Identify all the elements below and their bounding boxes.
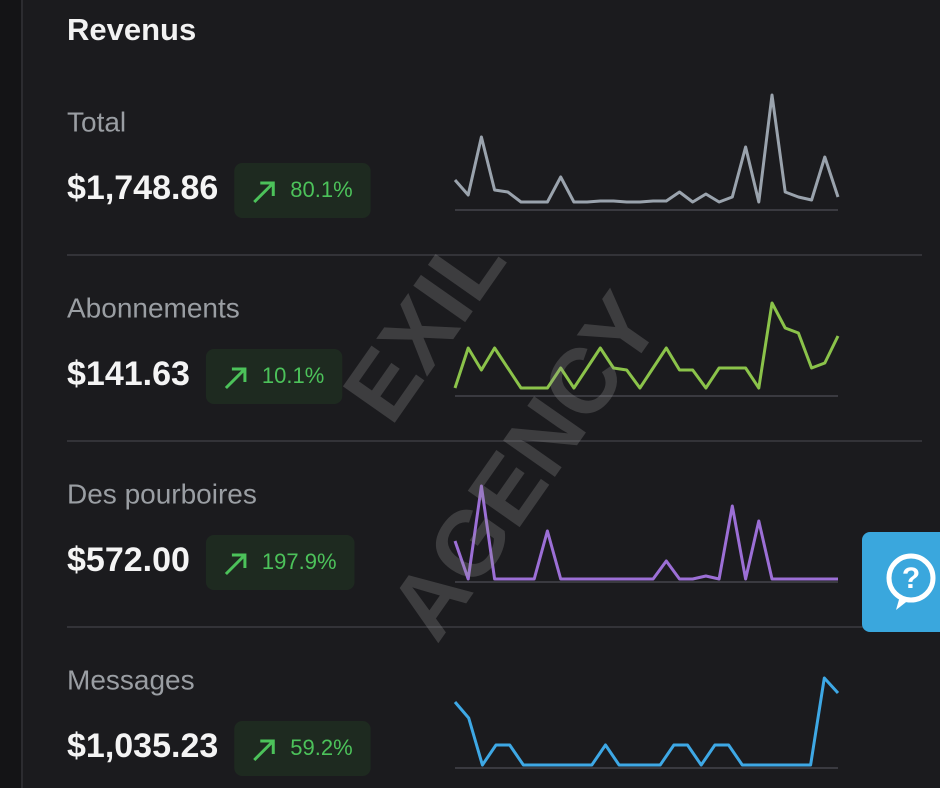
change-value: 59.2% — [290, 735, 352, 760]
trend-arrow — [253, 181, 275, 204]
metric-label: Des pourboires — [67, 478, 257, 509]
card — [22, 0, 940, 788]
help-button[interactable]: ? — [862, 532, 940, 632]
metric-label: Total — [67, 106, 126, 137]
trend-arrow — [224, 553, 247, 576]
change-badge — [234, 163, 371, 218]
change-badge — [234, 721, 371, 776]
change-badge — [205, 535, 355, 590]
sparkline — [453, 301, 840, 390]
metric-list: Total $1,748.86 80.1% Abonnements $141.63 10.… — [67, 93, 922, 776]
metric-value: $1,035.23 — [67, 727, 218, 765]
trend-arrow — [224, 367, 247, 390]
help-icon[interactable] — [886, 553, 936, 603]
change-value: 10.1% — [262, 363, 324, 388]
trend-arrow — [253, 739, 275, 762]
metric-value: $1,748.86 — [67, 169, 218, 207]
change-value: 197.9% — [262, 549, 337, 574]
section-title: Revenus — [67, 12, 196, 47]
help-icon-tail — [896, 596, 910, 610]
metric-label: Messages — [67, 664, 195, 695]
sparkline — [453, 93, 840, 204]
metric-label: Abonnements — [67, 292, 240, 323]
change-value: 80.1% — [290, 177, 352, 202]
sparkline — [453, 484, 838, 581]
metric-value: $141.63 — [67, 355, 190, 393]
change-badge — [205, 349, 343, 404]
metric-value: $572.00 — [67, 541, 190, 579]
sparkline — [453, 676, 840, 767]
help-icon-mark: ? — [902, 562, 920, 595]
